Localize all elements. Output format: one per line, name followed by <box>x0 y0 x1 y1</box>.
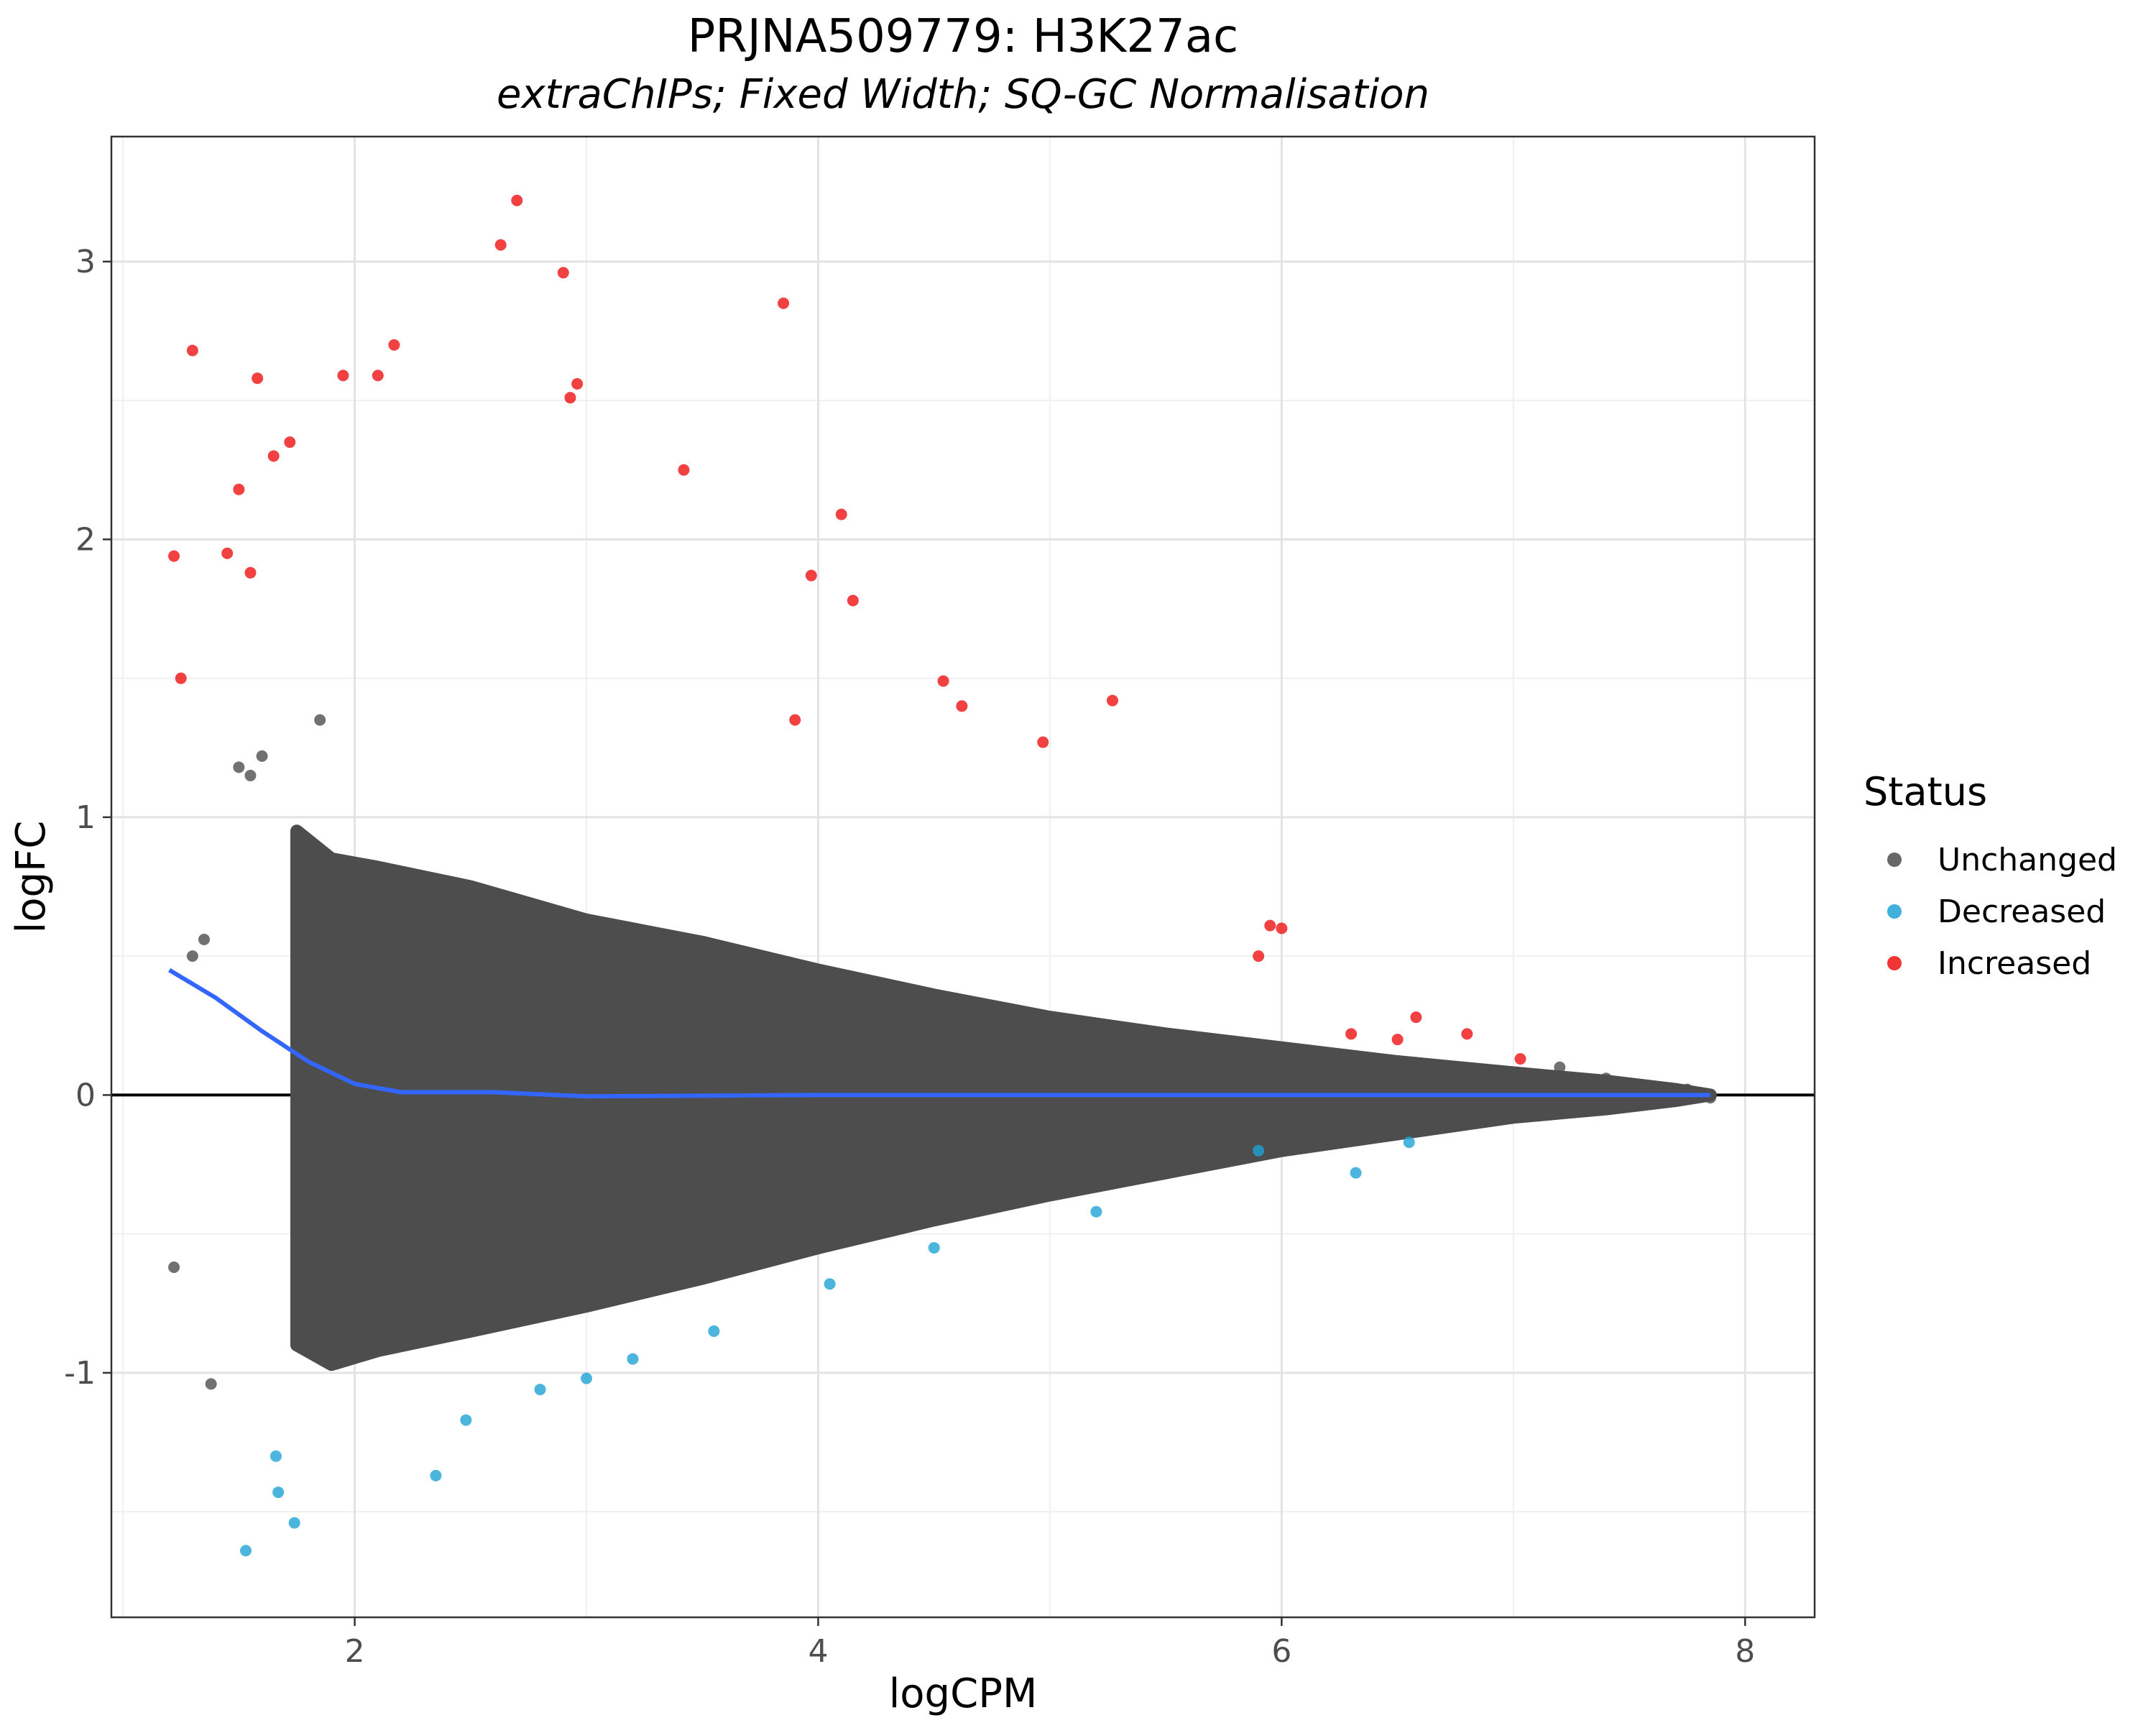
y-tick-label: 3 <box>75 244 96 280</box>
point-increased <box>835 508 847 520</box>
point-increased <box>805 569 817 582</box>
point-increased <box>789 714 801 726</box>
point-increased <box>221 547 234 559</box>
legend-key-unchanged <box>1887 852 1902 867</box>
point-increased <box>1345 1028 1358 1040</box>
y-tick-label: 2 <box>75 521 96 558</box>
point-increased <box>778 297 790 309</box>
point-increased <box>1514 1053 1526 1065</box>
point-decreased <box>1350 1167 1362 1179</box>
point-increased <box>1264 919 1276 932</box>
point-increased <box>186 344 198 357</box>
data-points <box>168 194 1716 1557</box>
point-increased <box>1410 1011 1422 1024</box>
point-increased <box>847 594 859 607</box>
point-increased <box>937 675 949 687</box>
point-increased <box>678 464 690 476</box>
loess-trend-line <box>168 968 1710 1099</box>
legend: Status Unchanged Decreased Increased <box>1864 769 2117 982</box>
legend-label-unchanged: Unchanged <box>1938 842 2117 878</box>
point-increased <box>1461 1028 1473 1040</box>
x-tick-label: 6 <box>1271 1633 1291 1670</box>
point-increased <box>267 450 280 462</box>
point-decreased <box>288 1517 300 1529</box>
point-increased <box>244 566 257 579</box>
point-unchanged <box>1600 1072 1612 1085</box>
point-increased <box>1391 1034 1404 1046</box>
point-decreased <box>581 1372 593 1384</box>
point-increased <box>564 392 576 404</box>
y-tick-label: 1 <box>75 799 96 836</box>
point-decreased <box>272 1486 285 1499</box>
y-tick-label: -1 <box>64 1355 96 1392</box>
legend-title: Status <box>1864 769 1987 814</box>
point-increased <box>571 377 584 390</box>
point-increased <box>1276 922 1288 934</box>
legend-label-decreased: Decreased <box>1938 893 2106 930</box>
point-unchanged <box>1554 1061 1566 1073</box>
point-decreased <box>534 1384 546 1396</box>
point-increased <box>372 369 384 382</box>
x-tick-label: 8 <box>1735 1633 1755 1670</box>
point-increased <box>252 372 264 385</box>
point-unchanged <box>186 950 198 962</box>
point-decreased <box>430 1469 442 1481</box>
point-increased <box>557 267 569 279</box>
point-increased <box>168 550 180 562</box>
chart-subtitle: extraChIPs; Fixed Width; SQ-GC Normalisa… <box>497 71 1429 118</box>
point-decreased <box>627 1353 639 1365</box>
point-unchanged <box>256 750 268 762</box>
point-decreased <box>460 1414 472 1426</box>
point-increased <box>494 239 507 251</box>
unchanged-point-cloud <box>290 824 1717 1371</box>
point-unchanged <box>1681 1083 1693 1095</box>
plot-border <box>110 135 1816 1619</box>
point-increased <box>233 483 245 495</box>
point-decreased <box>240 1545 252 1557</box>
x-tick-label: 2 <box>345 1633 365 1670</box>
y-tick-label: 0 <box>75 1077 96 1113</box>
point-unchanged <box>1646 1080 1659 1093</box>
chart-title: PRJNA509779: H3K27ac <box>688 10 1238 63</box>
point-unchanged <box>233 761 245 773</box>
x-axis-label: logCPM <box>889 1670 1038 1717</box>
legend-key-decreased <box>1887 904 1902 919</box>
point-decreased <box>270 1450 282 1462</box>
point-increased <box>284 436 296 449</box>
point-decreased <box>928 1241 940 1254</box>
point-increased <box>956 700 968 712</box>
point-decreased <box>1253 1144 1265 1157</box>
point-decreased <box>1403 1136 1415 1149</box>
x-axis-ticks: 2 4 6 8 <box>345 1617 1755 1670</box>
point-unchanged <box>244 769 257 781</box>
trend-line <box>168 968 1710 1099</box>
point-unchanged <box>168 1261 180 1274</box>
point-unchanged <box>205 1378 217 1390</box>
point-unchanged <box>198 933 210 945</box>
point-increased <box>511 194 523 206</box>
point-decreased <box>708 1325 720 1337</box>
x-tick-label: 4 <box>808 1633 828 1670</box>
legend-label-increased: Increased <box>1938 945 2091 982</box>
point-increased <box>1253 950 1265 962</box>
point-increased <box>388 339 400 351</box>
point-increased <box>1037 736 1049 748</box>
legend-key-increased <box>1887 956 1902 970</box>
legend-entries: Unchanged Decreased Increased <box>1887 842 2117 982</box>
point-increased <box>175 672 187 684</box>
unchanged-density-region <box>290 824 1717 1371</box>
y-axis-label: logFC <box>8 821 55 934</box>
point-decreased <box>824 1278 836 1290</box>
y-axis-ticks: -1 0 1 2 3 <box>64 244 111 1392</box>
point-increased <box>1106 694 1118 707</box>
point-decreased <box>1090 1205 1102 1218</box>
point-unchanged <box>314 714 326 726</box>
point-increased <box>337 369 349 382</box>
